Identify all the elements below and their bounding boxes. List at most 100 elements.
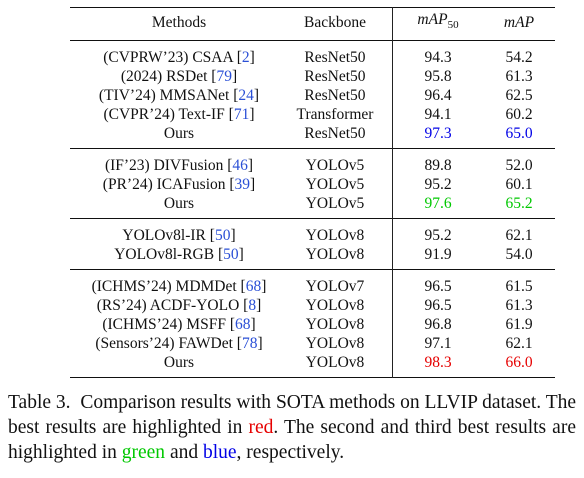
- method-cell: (CVPRW’23) CSAA [2]: [70, 41, 284, 68]
- table-row: (Sensors’24) FAWDet [78] YOLOv8 97.1 62.1: [70, 334, 555, 354]
- map50-cell: 96.8: [392, 315, 483, 335]
- table-row: (CVPR’24) Text-IF [71] Transformer 94.1 60.…: [70, 105, 555, 125]
- citation-link[interactable]: 46: [232, 157, 248, 175]
- citation-link[interactable]: 39: [234, 176, 251, 194]
- citation-link[interactable]: 2: [241, 49, 250, 67]
- map50-cell: 97.1: [392, 334, 483, 354]
- citation-close-bracket: ]: [257, 335, 263, 353]
- table-row: YOLOv8l-IR [50] YOLOv8 95.2 62.1: [70, 218, 555, 246]
- citation-close-bracket: ]: [231, 68, 238, 86]
- backbone-cell: YOLOv5: [305, 195, 365, 213]
- citation-link[interactable]: 71: [233, 106, 250, 124]
- method-cell: (CVPR’24) Text-IF [71]: [70, 105, 284, 124]
- citation-link[interactable]: 24: [238, 87, 254, 105]
- method-name: (2024) RSDet [: [120, 68, 217, 86]
- map50-cell: 94.3: [392, 40, 483, 68]
- backbone-cell: ResNet50: [304, 49, 366, 67]
- citation-link[interactable]: 68: [245, 278, 262, 296]
- map50-cell: 96.5: [392, 296, 483, 316]
- citation-link[interactable]: 79: [216, 68, 232, 86]
- table-row: (TIV’24) MMSANet [24] ResNet50 96.4 62.5: [70, 86, 555, 106]
- backbone-cell: Transformer: [296, 106, 374, 124]
- backbone-cell: YOLOv8: [305, 335, 365, 353]
- table-row: Ours YOLOv5 97.6 65.2: [70, 194, 555, 219]
- citation-close-bracket: ]: [250, 316, 256, 334]
- table-row: (PR’24) ICAFusion [39] YOLOv5 95.2 60.1: [70, 175, 555, 195]
- caption-text-2: . The second and third best results are …: [8, 417, 576, 463]
- map-cell: 65.0: [505, 125, 533, 143]
- map-cell: 61.3: [505, 297, 533, 315]
- table-caption: Table 3. Comparison results with SOTA me…: [8, 390, 576, 465]
- citation-close-bracket: ]: [247, 157, 254, 175]
- method-name: (Sensors’24) FAWDet [: [95, 335, 242, 353]
- map-cell: 62.1: [505, 335, 533, 353]
- map-cell: 61.3: [505, 68, 533, 86]
- header-methods: Methods: [151, 14, 207, 32]
- backbone-cell: YOLOv8: [305, 354, 365, 372]
- caption-green-word: green: [121, 442, 166, 463]
- backbone-cell: YOLOv7: [305, 278, 365, 296]
- backbone-cell: YOLOv8: [305, 297, 365, 315]
- map50-cell: 95.2: [392, 218, 483, 246]
- map50-cell: 97.6: [392, 194, 483, 219]
- method-name: (TIV’24) MMSANet [: [98, 87, 239, 105]
- caption-text-1: Comparison results with SOTA methods on …: [8, 392, 577, 438]
- caption-text-4: , respectively.: [236, 442, 345, 463]
- method-cell: Ours: [70, 124, 284, 149]
- header-map50-sub: 50: [447, 19, 459, 32]
- method-name: (CVPRW’23) CSAA [: [103, 49, 242, 67]
- map50-cell: 98.3: [392, 353, 483, 378]
- method-name: Ours: [163, 125, 195, 143]
- backbone-cell: YOLOv8: [305, 246, 365, 264]
- citation-link[interactable]: 8: [248, 297, 257, 315]
- citation-link[interactable]: 78: [241, 335, 258, 353]
- citation-close-bracket: ]: [253, 87, 260, 105]
- method-name: YOLOv8l-IR [: [122, 227, 215, 245]
- table-row: Ours YOLOv8 98.3 66.0: [70, 353, 555, 378]
- table-row: Ours ResNet50 97.3 65.0: [70, 124, 555, 149]
- backbone-cell: ResNet50: [304, 87, 366, 105]
- citation-close-bracket: ]: [230, 227, 236, 245]
- map-cell: 61.9: [505, 316, 533, 334]
- map-cell: 60.1: [505, 176, 533, 194]
- method-name: (CVPR’24) Text-IF [: [103, 106, 234, 124]
- citation-close-bracket: ]: [250, 176, 256, 194]
- backbone-cell: YOLOv8: [305, 316, 365, 334]
- method-cell: (RS’24) ACDF-YOLO [8]: [70, 296, 284, 315]
- method-cell: YOLOv8l-IR [50]: [70, 219, 284, 246]
- method-cell: (ICHMS’24) MSFF [68]: [70, 315, 284, 334]
- method-cell: YOLOv8l-RGB [50]: [70, 245, 284, 270]
- table-row: (ICHMS’24) MDMDet [68] YOLOv7 96.5 61.5: [70, 269, 555, 297]
- method-name: (ICHMS’24) MDMDet [: [91, 278, 246, 296]
- header-map50-main: mAP: [417, 11, 448, 28]
- header-backbone: Backbone: [304, 14, 366, 32]
- map-cell: 52.0: [505, 157, 533, 175]
- table-row: (2024) RSDet [79] ResNet50 95.8 61.3: [70, 67, 555, 87]
- citation-close-bracket: ]: [238, 246, 244, 264]
- map50-cell: 95.8: [392, 67, 483, 87]
- citation-link[interactable]: 68: [234, 316, 251, 334]
- table-row: (RS’24) ACDF-YOLO [8] YOLOv8 96.5 61.3: [70, 296, 555, 316]
- map-cell: 66.0: [505, 354, 533, 372]
- map50-cell: 89.8: [392, 148, 483, 176]
- caption-label: Table 3.: [8, 392, 71, 413]
- header-map: mAP: [483, 8, 555, 41]
- method-name: YOLOv8l-RGB [: [114, 246, 224, 264]
- citation-link[interactable]: 50: [214, 227, 231, 245]
- backbone-cell: YOLOv8: [305, 227, 365, 245]
- method-name: Ours: [163, 354, 195, 372]
- map50-cell: 97.3: [392, 124, 483, 149]
- backbone-cell: ResNet50: [304, 68, 366, 86]
- citation-close-bracket: ]: [249, 106, 255, 124]
- backbone-cell: YOLOv5: [305, 176, 365, 194]
- map-cell: 65.2: [505, 195, 533, 213]
- citation-link[interactable]: 50: [223, 246, 239, 264]
- comparison-table: Methods Backbone mAP50 mAP (CVPRW’23) CS…: [70, 7, 555, 378]
- backbone-cell: ResNet50: [304, 125, 366, 143]
- citation-close-bracket: ]: [249, 49, 255, 67]
- table-row: (ICHMS’24) MSFF [68] YOLOv8 96.8 61.9: [70, 315, 555, 335]
- table-header-row: Methods Backbone mAP50 mAP: [70, 7, 555, 41]
- map-cell: 61.5: [505, 278, 533, 296]
- caption-text-3: and: [165, 442, 203, 463]
- header-map50: mAP50: [392, 7, 483, 41]
